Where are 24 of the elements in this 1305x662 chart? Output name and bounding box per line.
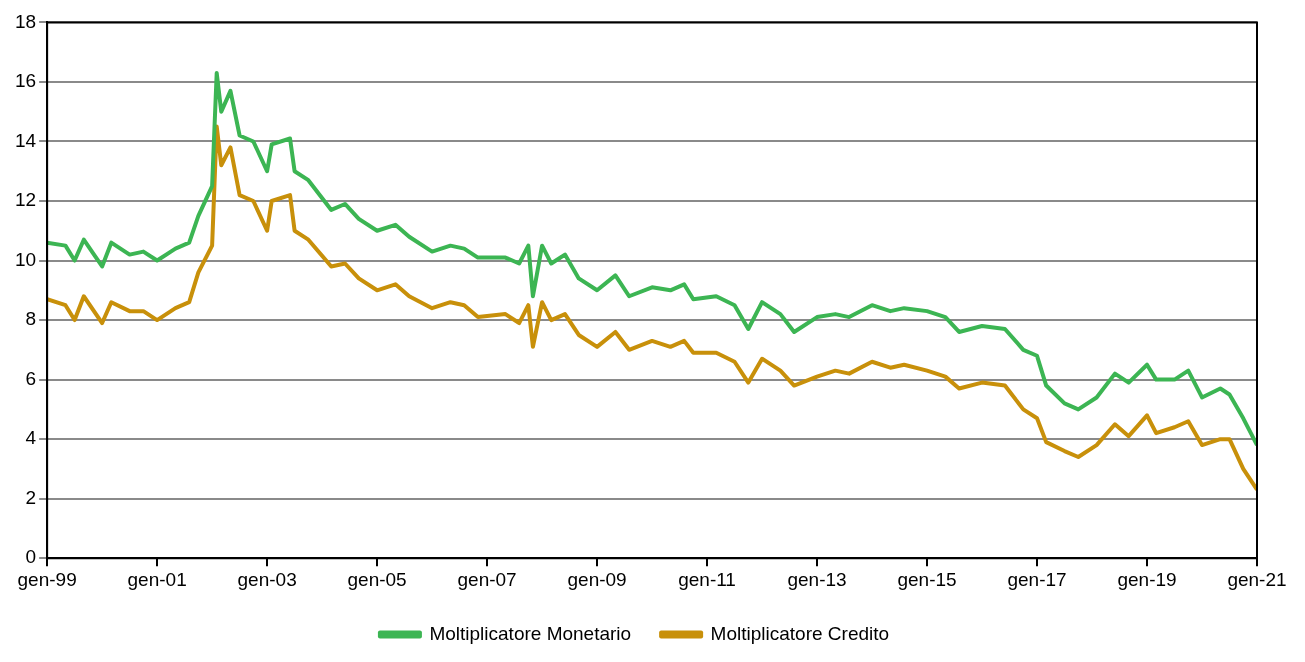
x-tick-label: gen-03 <box>237 568 297 590</box>
x-tick-label: gen-11 <box>678 568 736 590</box>
y-tick-label: 18 <box>14 10 37 32</box>
y-tick-label: 16 <box>14 70 37 92</box>
x-tick-label: gen-13 <box>787 568 847 590</box>
legend-label: Moltiplicatore Credito <box>710 622 890 644</box>
legend-label: Moltiplicatore Monetario <box>429 622 632 644</box>
x-tick-label: gen-17 <box>1007 568 1067 590</box>
x-tick-label: gen-07 <box>457 568 517 590</box>
x-tick-label: gen-01 <box>127 568 187 590</box>
x-tick-label: gen-15 <box>897 568 957 590</box>
y-tick-label: 8 <box>25 308 37 330</box>
y-tick-label: 14 <box>14 129 37 151</box>
y-tick-label: 12 <box>14 189 37 211</box>
x-tick-label: gen-19 <box>1117 568 1177 590</box>
y-tick-label: 10 <box>14 248 37 270</box>
x-tick-label: gen-99 <box>17 568 77 590</box>
y-tick-label: 0 <box>25 546 37 568</box>
x-tick-label: gen-09 <box>567 568 627 590</box>
y-tick-label: 6 <box>25 367 37 389</box>
x-tick-label: gen-05 <box>347 568 407 590</box>
y-tick-label: 4 <box>25 427 37 449</box>
x-tick-label: gen-21 <box>1227 568 1287 590</box>
y-tick-label: 2 <box>25 486 37 508</box>
